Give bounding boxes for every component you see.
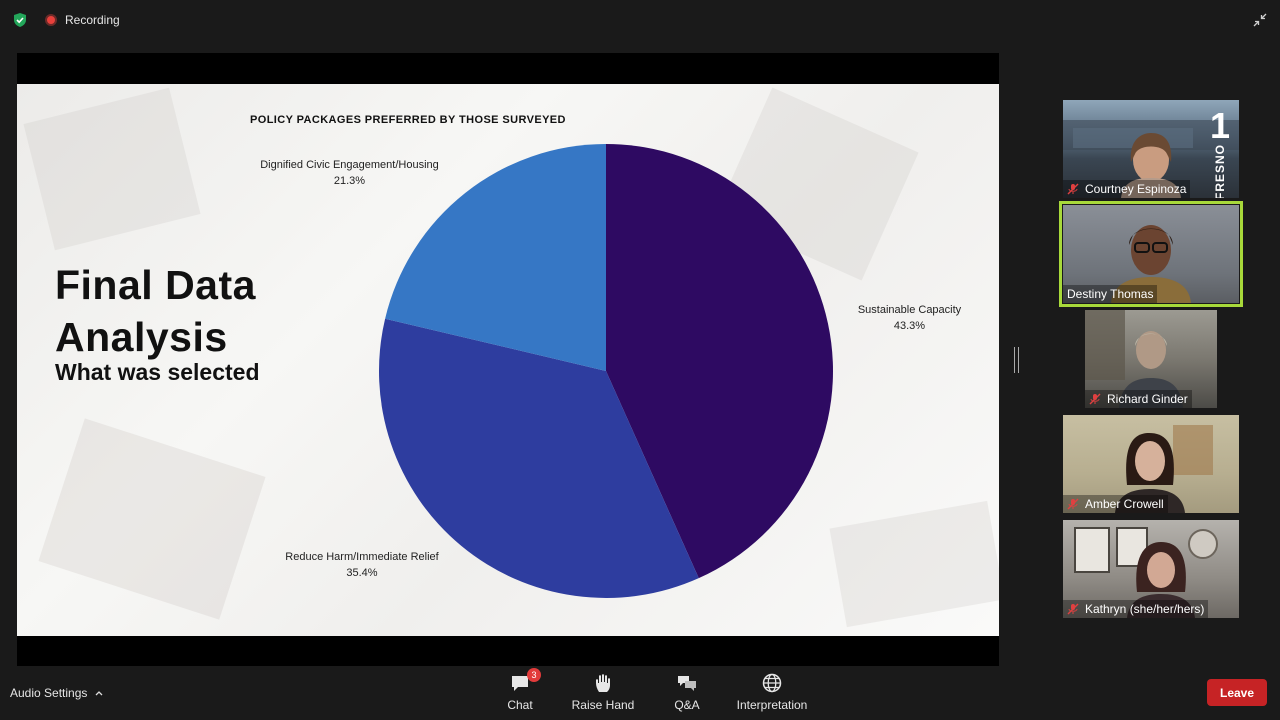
hand-icon xyxy=(592,672,614,694)
qa-icon xyxy=(676,672,698,694)
mic-muted-icon xyxy=(1067,603,1079,615)
slide-title: Final Data Analysis xyxy=(55,259,256,363)
slide-title-line2: Analysis xyxy=(55,314,228,360)
participant-name: Richard Ginder xyxy=(1107,392,1188,406)
interpretation-label: Interpretation xyxy=(736,698,808,712)
slide-subtitle: What was selected xyxy=(55,359,260,385)
top-bar: Recording xyxy=(0,0,1280,40)
raise-hand-label: Raise Hand xyxy=(571,698,635,712)
presentation-slide: Final Data Analysis What was selected PO… xyxy=(17,84,999,636)
qa-button[interactable]: Q&A xyxy=(672,672,702,712)
participant-video xyxy=(1074,527,1218,618)
logo-word: FRESNO xyxy=(1213,144,1227,198)
pie-label-civic: Dignified Civic Engagement/Housing 21.3% xyxy=(247,157,452,189)
participant-video xyxy=(1085,310,1183,408)
participant-video xyxy=(1063,120,1239,198)
chat-icon: 3 xyxy=(509,668,541,694)
mic-muted-icon xyxy=(1089,393,1101,405)
qa-label: Q&A xyxy=(674,698,700,712)
chart-title: POLICY PACKAGES PREFERRED BY THOSE SURVE… xyxy=(250,114,566,126)
chat-unread-badge: 3 xyxy=(527,668,541,682)
logo-number: 1 xyxy=(1209,105,1231,146)
participant-tile[interactable]: Amber Crowell xyxy=(1063,415,1239,513)
pie-label-reduce-harm: Reduce Harm/Immediate Relief 35.4% xyxy=(272,549,452,581)
meeting-toolbar: Audio Settings 3 Chat Raise Hand Q&A Int… xyxy=(0,666,1280,720)
chat-button[interactable]: 3 Chat xyxy=(505,668,541,712)
participant-tile-active-speaker[interactable]: Destiny Thomas xyxy=(1059,201,1243,307)
pie-label-category: Reduce Harm/Immediate Relief xyxy=(285,551,439,563)
leave-button[interactable]: Leave xyxy=(1207,679,1267,706)
participant-name-bar: Destiny Thomas xyxy=(1063,285,1158,303)
recording-indicator[interactable]: Recording xyxy=(40,10,120,30)
pie-slice-sustainable-capacity xyxy=(606,144,833,579)
participant-name: Amber Crowell xyxy=(1085,497,1164,511)
pie-label-value: 21.3% xyxy=(333,175,366,187)
pie-label-category: Sustainable Capacity xyxy=(857,304,962,316)
recording-dot-icon xyxy=(45,14,57,26)
pie-chart xyxy=(378,144,833,598)
raise-hand-button[interactable]: Raise Hand xyxy=(570,672,636,712)
interpretation-button[interactable]: Interpretation xyxy=(732,672,812,712)
participant-video xyxy=(1111,225,1191,303)
participant-name-bar: Kathryn (she/her/hers) xyxy=(1063,600,1209,618)
mic-muted-icon xyxy=(1067,183,1079,195)
fresno-logo: 1 FRESNO xyxy=(1205,105,1235,199)
mic-muted-icon xyxy=(1067,498,1079,510)
globe-icon xyxy=(761,672,783,694)
participant-tile[interactable]: Richard Ginder xyxy=(1085,310,1217,408)
participant-name: Courtney Espinoza xyxy=(1085,182,1187,196)
participant-name: Destiny Thomas xyxy=(1067,287,1154,301)
exit-fullscreen-icon[interactable] xyxy=(1252,12,1268,28)
audio-settings-button[interactable]: Audio Settings xyxy=(10,686,103,700)
pie-label-category: Dignified Civic Engagement/Housing xyxy=(260,159,439,171)
pie-slice-reduce-harm-immediate-relief xyxy=(378,318,699,598)
slide-title-line1: Final Data xyxy=(55,262,256,308)
participant-tile[interactable]: Kathryn (she/her/hers) xyxy=(1063,520,1239,618)
audio-settings-label: Audio Settings xyxy=(10,686,88,700)
panel-resize-handle[interactable] xyxy=(1014,347,1019,373)
participant-name-bar: Amber Crowell xyxy=(1063,495,1168,513)
participant-name-bar: Richard Ginder xyxy=(1085,390,1192,408)
pie-label-value: 35.4% xyxy=(346,567,378,579)
pie-label-sustainable: Sustainable Capacity 43.3% xyxy=(847,302,972,334)
shield-check-icon[interactable] xyxy=(12,12,28,28)
chevron-up-icon xyxy=(95,691,103,696)
participant-tile[interactable]: 1 FRESNO Courtney Espinoza xyxy=(1063,100,1239,198)
pie-slice-dignified-civic-engagement-housing xyxy=(385,144,606,371)
recording-label: Recording xyxy=(65,13,120,27)
participant-name: Kathryn (she/her/hers) xyxy=(1085,602,1205,616)
participant-name-bar: Courtney Espinoza xyxy=(1063,180,1191,198)
chat-label: Chat xyxy=(507,698,533,712)
shared-screen[interactable]: Final Data Analysis What was selected PO… xyxy=(17,53,999,666)
participant-video xyxy=(1115,425,1213,513)
pie-label-value: 43.3% xyxy=(893,320,926,332)
